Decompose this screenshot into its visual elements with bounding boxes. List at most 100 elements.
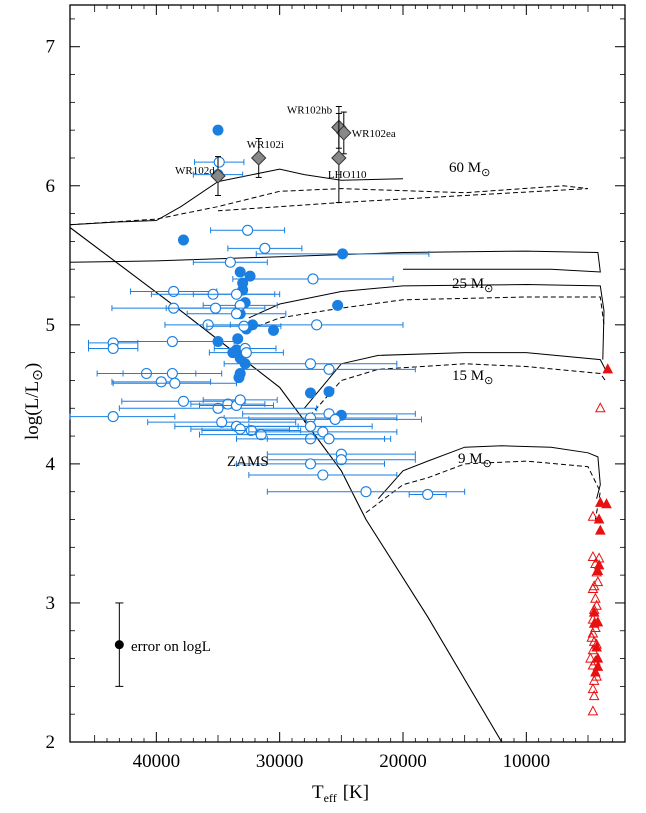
track-solid [69, 250, 601, 273]
ob-star-point-filled [268, 324, 279, 336]
y-tick-label: 4 [46, 454, 56, 475]
ob-star-point-open [317, 469, 329, 481]
rsg-point-open [590, 621, 601, 632]
ob-star-point-open [230, 308, 243, 320]
ob-star-point-open [166, 335, 178, 348]
ob-star-point-open [335, 454, 347, 466]
rsg-point-open [587, 683, 599, 694]
wr-star-label: LHO110 [328, 169, 367, 181]
rsg-point-filled [595, 524, 606, 535]
ob-star-point-filled [234, 266, 246, 278]
rsg-point-filled [602, 363, 614, 374]
x-tick-label: 20000 [379, 751, 427, 772]
rsg-point-open [588, 690, 600, 701]
ob-star-point-open [234, 394, 246, 406]
track-dashed [69, 185, 589, 226]
rsg-point-open [593, 552, 605, 563]
ob-star-point-open [177, 395, 190, 407]
ob-star-point-open [166, 367, 178, 380]
ob-star-point-open [304, 420, 317, 432]
rsg-point-open [590, 592, 601, 603]
track-label-9: 9 M⊙ [458, 451, 492, 470]
track-label-25: 25 M⊙ [452, 276, 493, 295]
rsg-point-open [585, 652, 596, 663]
ob-star-point-open [212, 402, 224, 414]
y-tick-label: 7 [46, 37, 56, 58]
rsg-point-open [595, 402, 606, 413]
ob-star-point-filled [323, 386, 335, 398]
ob-star-point-open [209, 302, 222, 314]
x-tick-label: 40000 [133, 751, 181, 772]
ob-star-point-open [323, 433, 335, 445]
rsg-point-open [587, 705, 599, 716]
ob-star-point-open [323, 363, 335, 375]
ob-star-point-open [240, 347, 252, 359]
y-tick-label: 3 [46, 593, 56, 614]
ob-star-point-filled [305, 387, 316, 399]
ob-star-point-open [216, 416, 228, 428]
track-dashed [365, 460, 601, 520]
x-tick-label: 30000 [256, 751, 304, 772]
ob-star-point-open [259, 242, 271, 254]
y-axis-title: log(L/L⊙) [22, 363, 46, 440]
rsg-point-open [587, 627, 599, 638]
wr-star-label: WR102hb [287, 104, 333, 116]
ob-star-point-open [230, 288, 243, 300]
y-tick-label: 2 [46, 732, 56, 753]
wr-star-label: WR102d [175, 165, 215, 177]
ob-star-point-filled [233, 372, 245, 384]
rsg-point-open [587, 659, 599, 670]
ob-star-point-open [311, 319, 323, 331]
ob-star-point-open [245, 424, 257, 437]
ob-star-point-open [329, 413, 341, 425]
y-tick-label: 6 [46, 176, 56, 197]
rsg-point-open [587, 550, 599, 562]
ob-star-point-filled [332, 299, 344, 311]
ob-star-point-open [169, 377, 181, 389]
track-solid [248, 283, 605, 360]
ob-star-point-open [107, 411, 119, 423]
error-bar-label: error on logL [131, 639, 211, 655]
error-bar-point [114, 640, 124, 650]
rsg-point-open [591, 638, 602, 649]
track-dashed [303, 363, 606, 423]
rsg-point-open [587, 582, 599, 594]
track-solid [377, 445, 601, 500]
rsg-point-open [587, 613, 599, 624]
ob-star-point-open [238, 320, 250, 332]
wr-star-label: WR102ea [352, 128, 396, 140]
rsg-point-open [590, 557, 601, 569]
chart-labels: ZAMS 60 M⊙ 25 M⊙ 15 M⊙ 9 M⊙ error on log… [22, 160, 493, 805]
rsg-point-open [587, 644, 599, 655]
wr-stars: WR102hb WR102ea WR102i LHO110 WR102d [175, 104, 396, 203]
track-label-15: 15 M⊙ [452, 368, 493, 387]
ob-star-point-open [304, 358, 317, 370]
y-tick-label: 5 [46, 315, 56, 336]
ob-star-point-open [168, 285, 180, 298]
wr-star-diamond [331, 150, 347, 166]
axis-ticks: 40000 30000 20000 10000 2 3 4 5 6 7 [46, 5, 625, 772]
ob-star-point-open [224, 256, 236, 268]
ob-star-point-open [307, 273, 319, 285]
ob-star-point-open [360, 486, 372, 498]
rsg-point-open [588, 674, 600, 685]
track-label-60: 60 M⊙ [449, 160, 490, 179]
ob-star-point-open [213, 156, 225, 168]
rsg-point-open [591, 566, 602, 577]
ob-star-point-open [255, 429, 267, 441]
ob-star-point-filled [337, 248, 349, 260]
rsg-point-filled [595, 496, 606, 507]
wr-star-diamond [250, 150, 267, 166]
ob-star-point-open [242, 224, 254, 236]
evolution-tracks [69, 168, 606, 743]
wr-star-diamond [210, 168, 226, 184]
track-dashed [242, 296, 605, 333]
ob-star-point-open [107, 342, 119, 355]
rsg-point-filled [601, 498, 612, 509]
ob-star-point-open [317, 426, 329, 438]
ob-star-point-open [202, 319, 214, 331]
ob-star-point-open [155, 376, 167, 388]
x-axis-title: Teff [K] [312, 782, 369, 805]
